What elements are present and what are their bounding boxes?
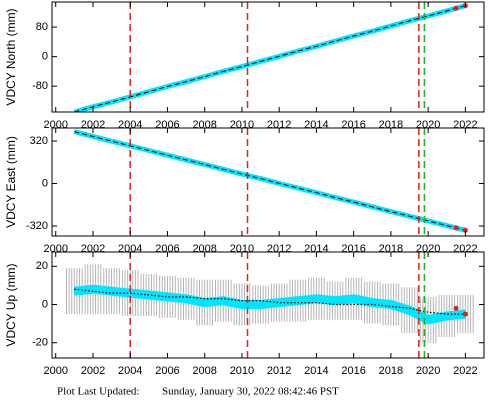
x-tick-label: 2014 bbox=[304, 365, 328, 377]
footer-timestamp: Sunday, January 30, 2022 08:42:46 PST bbox=[162, 386, 339, 398]
x-tick-label: 2016 bbox=[341, 365, 365, 377]
y-axis-title: VDCY North (mm) bbox=[4, 8, 18, 105]
y-tick-label: 0 bbox=[42, 177, 48, 189]
model-line bbox=[74, 131, 466, 231]
plot-area bbox=[66, 264, 474, 343]
y-tick-label: 20 bbox=[36, 260, 48, 272]
x-tick-label: 2020 bbox=[416, 365, 440, 377]
x-tick-label: 2000 bbox=[43, 365, 67, 377]
data-point bbox=[453, 225, 459, 231]
x-tick-label: 2010 bbox=[230, 365, 254, 377]
data-point bbox=[453, 305, 459, 311]
y-tick-label: 0 bbox=[42, 51, 48, 63]
y-tick-label: -80 bbox=[32, 80, 48, 92]
plot-area bbox=[73, 129, 468, 233]
y-axis-title: VDCY East (mm) bbox=[4, 136, 18, 228]
data-point bbox=[462, 311, 468, 317]
y-tick-label: -320 bbox=[26, 220, 48, 232]
y-tick-label: 320 bbox=[30, 135, 48, 147]
x-tick-label: 2008 bbox=[192, 365, 216, 377]
data-point bbox=[462, 227, 468, 233]
x-tick-label: 2012 bbox=[267, 365, 291, 377]
x-tick-label: 2002 bbox=[81, 365, 105, 377]
model-line bbox=[74, 5, 466, 112]
x-tick-label: 2006 bbox=[155, 365, 179, 377]
x-tick-label: 2018 bbox=[379, 365, 403, 377]
x-tick-label: 2004 bbox=[118, 365, 142, 377]
footer-label: Plot Last Updated: bbox=[57, 386, 140, 398]
y-tick-label: -20 bbox=[32, 337, 48, 349]
plot-frame bbox=[51, 127, 485, 237]
y-tick-label: 0 bbox=[42, 298, 48, 310]
y-axis-title: VDCY Up (mm) bbox=[4, 263, 18, 346]
model-line bbox=[74, 288, 466, 315]
y-tick-label: 80 bbox=[36, 21, 48, 33]
data-point bbox=[453, 5, 459, 11]
x-tick-label: 2022 bbox=[453, 365, 477, 377]
plot-area bbox=[73, 3, 468, 112]
